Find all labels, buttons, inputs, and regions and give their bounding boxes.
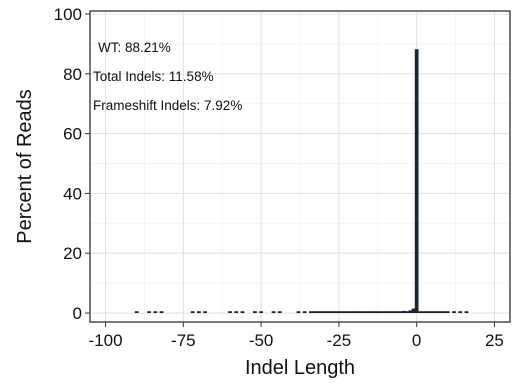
bar: 9: 0.06% [442,311,447,314]
bar: -72: 0.04% [190,311,195,314]
bar: -46: 0.04% [271,311,276,314]
bar: -11: 0.25% [380,311,385,314]
bar: -26: 0.1% [333,311,338,314]
x-tick-label: -50 [249,331,274,350]
bar: -52: 0.04% [253,311,257,314]
y-tick-label: 40 [63,184,82,203]
bar: -31: 0.12% [318,311,323,314]
bar: -24: 0.2% [340,311,344,314]
bar: -27: 0.12% [330,311,335,314]
bar: -12: 0.35% [377,311,382,314]
bar: -10: 0.3% [383,311,388,314]
bars: -90: 0.04% -86: 0.03%-84: 0.04%-82: 0.03%… [134,49,469,314]
bar: -58: 0.04% [234,311,239,314]
annotation-label: Total Indels: 11.58% [93,69,214,84]
bar: -2: 0.9% [408,310,413,314]
bar: -56: 0.03% [240,311,245,314]
y-tick-label: 100 [54,5,82,24]
bar: -38: 0.05% [296,311,301,314]
bar: -20: 0.25% [352,311,357,314]
bar: 2: 0.3% [421,311,425,314]
bar: -7: 0.25% [393,311,397,314]
bar: -23: 0.12% [343,311,347,314]
bar: 8: 0.08% [439,311,444,314]
bar: 1: 0.4% [417,311,422,314]
tick-labels: -100 -75 -50 -25 0 25 0 20 40 60 80 100 [54,5,504,350]
bar: -4: 0.7% [402,310,407,314]
bar: -29: 0.1% [324,311,329,314]
bar: 16: 0.03% [464,311,469,314]
bar: -68: 0.03% [203,311,207,314]
bar: -14: 0.2% [371,311,375,314]
annotation-label: WT: 88.21% [98,40,171,55]
x-axis-title: Indel Length [245,357,355,379]
bar: 0: 88.21% [414,49,419,314]
bar: 6: 0.12% [433,311,438,314]
y-axis-title: Percent of Reads [14,89,36,244]
bar: -3: 0.3% [405,311,410,314]
plot-panel-border [89,10,511,323]
bar: -5: 0.3% [399,311,403,314]
bar: -44: 0.03% [277,311,282,314]
bar: -8: 0.35% [389,311,394,314]
bar: -13: 0.3% [374,311,379,314]
y-tick-label: 20 [63,244,82,263]
bar: 5: 0.1% [430,311,435,314]
bar: -32: 0.2% [315,311,319,314]
x-tick-label: 0 [412,331,421,350]
grid [90,11,510,322]
bar: -82: 0.03% [159,311,164,314]
axis-ticks [85,13,495,327]
bar: 4: 0.15% [427,311,431,314]
bar: -33: 0.4% [312,311,316,314]
bar: -90: 0.04% [134,311,139,314]
bar: -86: 0.03% [147,311,151,314]
annotation-label: Frameshift Indels: 7.92% [93,98,242,113]
y-tick-label: 0 [73,304,82,323]
bar: -30: 0.18% [321,311,326,314]
bar: 3: 0.2% [424,311,428,314]
bar: 10: 0.05% [445,311,450,314]
bar: -16: 0.15% [365,311,369,314]
y-tick-label: 60 [63,125,82,144]
x-tick-label: -75 [171,331,196,350]
bar: 12: 0.04% [452,311,456,314]
bar: -36: 0.06% [302,311,307,314]
bar: -60: 0.05% [228,311,232,314]
bar: -21: 0.15% [349,311,354,314]
x-tick-label: -100 [89,331,123,350]
bar: -6: 0.4% [396,311,400,314]
bar: -19: 0.18% [355,311,360,314]
x-tick-label: 25 [485,331,504,350]
bar: -25: 0.14% [337,311,341,314]
annotations: WT: 88.21% Total Indels: 11.58% Frameshift… [93,40,242,113]
bar: 14: 0.03% [458,311,463,314]
bar: -34: 0.15% [309,311,313,314]
bar: -1: 1.5% [411,308,416,314]
bar: -28: 0.22% [327,311,332,314]
bar: -9: 0.2% [386,311,391,314]
bar: -17: 0.2% [361,311,366,314]
bar: -18: 0.3% [358,311,363,314]
bar: 7: 0.1% [436,311,441,314]
y-tick-label: 80 [63,65,82,84]
bar: -22: 0.35% [346,311,351,314]
bar: -15: 0.25% [368,311,372,314]
bar: -50: 0.03% [259,311,263,314]
x-tick-label: -25 [327,331,352,350]
bar: -84: 0.04% [153,311,158,314]
bar: -70: 0.04% [197,311,201,314]
